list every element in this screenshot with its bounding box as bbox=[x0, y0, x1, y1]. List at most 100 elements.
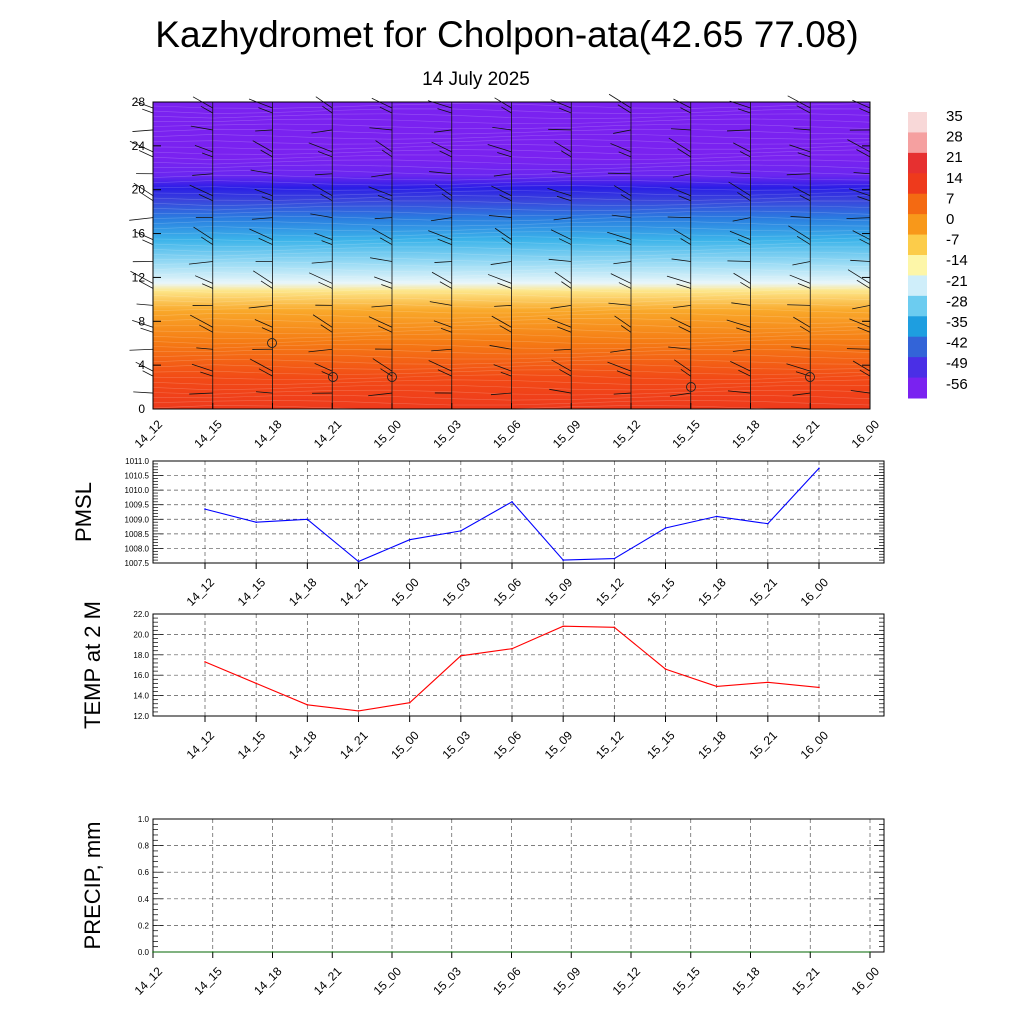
wind-barb bbox=[849, 188, 871, 197]
wind-barb bbox=[671, 258, 691, 262]
data-point bbox=[511, 501, 513, 503]
wind-barb bbox=[613, 129, 632, 134]
wind-barb bbox=[487, 144, 512, 153]
wind-barb bbox=[314, 173, 333, 176]
colorbar-label: -56 bbox=[946, 376, 968, 393]
x-tick-label: 15_06 bbox=[490, 417, 524, 451]
x-tick-label: 14_15 bbox=[191, 417, 225, 451]
wind-barb-flag bbox=[201, 152, 213, 158]
wind-barb-flag bbox=[142, 239, 154, 245]
y-tick-label: 20.0 bbox=[133, 630, 149, 639]
wind-barb bbox=[135, 361, 154, 372]
wind-barb bbox=[430, 217, 452, 222]
wind-barb bbox=[730, 360, 751, 372]
data-point bbox=[331, 951, 334, 953]
wind-barb-flag bbox=[857, 196, 871, 202]
wind-barb-flag bbox=[740, 281, 751, 289]
wind-barb-flag bbox=[497, 152, 512, 158]
colorbar-swatch bbox=[908, 377, 927, 399]
wind-barb bbox=[786, 173, 811, 176]
calm-wind-marker bbox=[328, 372, 338, 382]
wind-barb-flag bbox=[499, 194, 512, 202]
grid-lines bbox=[152, 818, 884, 953]
wind-barb-flag bbox=[501, 237, 512, 245]
wind-barb bbox=[668, 137, 691, 153]
x-tick-label: 14_12 bbox=[184, 575, 218, 609]
wind-barb bbox=[428, 230, 452, 240]
wind-barb bbox=[549, 388, 572, 394]
colorbar-swatch bbox=[908, 295, 927, 317]
wind-barb bbox=[669, 392, 691, 397]
wind-barb bbox=[488, 215, 512, 219]
colorbar-label: 35 bbox=[946, 108, 963, 125]
wind-barb-flag bbox=[377, 325, 393, 333]
x-tick-label: 15_06 bbox=[490, 964, 524, 998]
colorbar-label: 14 bbox=[946, 170, 963, 187]
wind-barb-flag bbox=[380, 368, 393, 377]
wind-barb bbox=[493, 364, 512, 372]
wind-barb bbox=[554, 141, 572, 153]
wind-barb bbox=[673, 229, 691, 240]
wind-barb-flag bbox=[616, 370, 632, 377]
wind-barb bbox=[728, 181, 751, 197]
wind-barb bbox=[547, 187, 572, 197]
wind-barb-flag bbox=[437, 369, 452, 377]
x-tick-label: 16_00 bbox=[849, 417, 883, 451]
x-tick-label: 15_03 bbox=[430, 417, 464, 451]
data-point bbox=[510, 951, 513, 953]
x-tick-label: 15_21 bbox=[789, 964, 823, 998]
colorbar-swatch bbox=[908, 275, 927, 297]
y-axis-label: TEMP at 2 M bbox=[80, 601, 105, 729]
wind-barb bbox=[846, 217, 871, 220]
colorbar-label: -7 bbox=[946, 232, 959, 249]
colorbar-label: -28 bbox=[946, 293, 968, 310]
wind-barb bbox=[133, 182, 154, 197]
grid-lines bbox=[153, 460, 884, 564]
y-tick-label: 1.0 bbox=[138, 815, 150, 824]
wind-barb bbox=[666, 275, 691, 284]
wind-barb bbox=[792, 392, 811, 396]
wind-barb-flag bbox=[618, 151, 632, 158]
wind-barb bbox=[607, 361, 632, 372]
wind-barb-flag bbox=[142, 108, 154, 114]
temp2m-panel: 22.0 20.0 18.0 16.0 14.0 12.0 14_12 14_15 14_18 1… bbox=[80, 601, 885, 762]
wind-barb-flag bbox=[859, 238, 871, 245]
wind-barb bbox=[311, 261, 333, 264]
wind-barb bbox=[433, 320, 452, 328]
wind-barb bbox=[489, 345, 512, 350]
wind-barb bbox=[251, 217, 273, 220]
wind-barb-flag bbox=[201, 236, 213, 245]
x-tick-label: 15_09 bbox=[542, 575, 576, 609]
wind-barb bbox=[372, 228, 393, 240]
x-tick-label: 15_03 bbox=[439, 575, 473, 609]
y-tick-label: 28 bbox=[132, 95, 146, 109]
wind-barb bbox=[670, 186, 691, 197]
wind-barb bbox=[308, 142, 333, 153]
wind-barb bbox=[189, 392, 213, 395]
wind-barb bbox=[196, 347, 213, 350]
pmsl-panel: 1011.0 1010.5 1010.0 1009.5 1009.0 1008.5 1008… bbox=[71, 457, 885, 609]
y-tick-label: 16 bbox=[132, 227, 146, 241]
wind-barb bbox=[613, 392, 632, 395]
x-tick-label: 15_06 bbox=[491, 728, 525, 762]
data-point bbox=[630, 951, 632, 953]
wind-barb-flag bbox=[258, 368, 273, 377]
wind-barb-flag bbox=[680, 107, 691, 114]
wind-barb bbox=[670, 128, 691, 131]
colorbar-swatch bbox=[908, 132, 927, 154]
wind-barb-flag bbox=[558, 107, 572, 114]
wind-barb bbox=[129, 348, 154, 351]
y-axis-label: PRECIP, mm bbox=[80, 822, 105, 950]
wind-barb bbox=[668, 346, 691, 350]
temperature-wind-panel: 0 4 8 12 16 20 24 28 14_12 14_15 14_18 14_21 15_00 15… bbox=[129, 93, 883, 451]
wind-barb-flag bbox=[318, 281, 333, 289]
y-tick-label: 1008.0 bbox=[125, 544, 150, 553]
x-tick-label: 15_15 bbox=[669, 417, 703, 451]
wind-barb-flag bbox=[377, 194, 393, 202]
wind-barb-flag bbox=[857, 326, 871, 333]
calm-wind-marker bbox=[805, 372, 815, 382]
panel-frame bbox=[152, 818, 885, 953]
wind-barb bbox=[368, 186, 393, 197]
x-tick-label: 16_00 bbox=[798, 575, 832, 609]
precip-panel: 1.0 0.8 0.6 0.4 0.2 0.0 14_12 14_15 14_18 14_21 15… bbox=[80, 815, 885, 998]
